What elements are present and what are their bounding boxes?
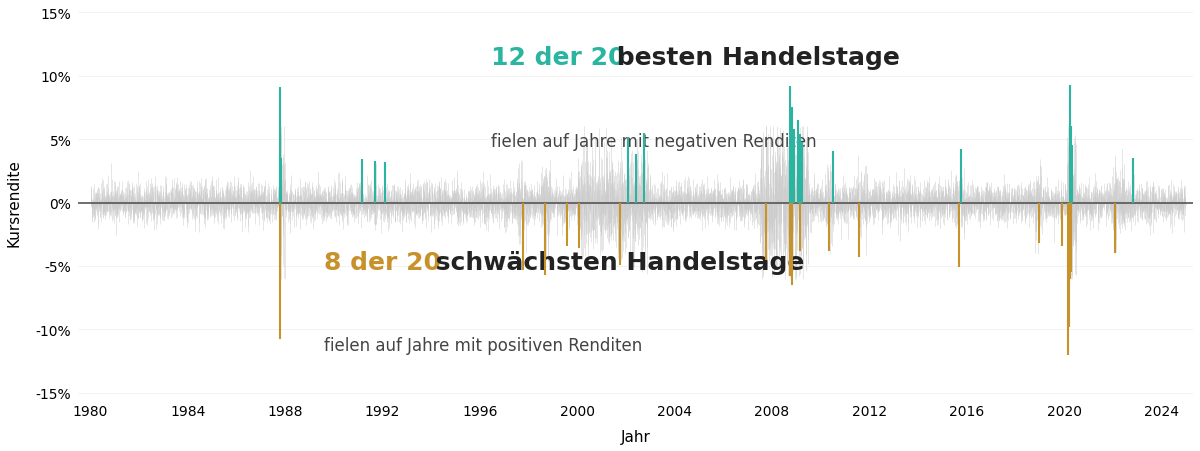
Text: besten Handelstage: besten Handelstage xyxy=(608,46,900,70)
X-axis label: Jahr: Jahr xyxy=(620,429,650,444)
Text: schwächsten Handelstage: schwächsten Handelstage xyxy=(427,250,805,274)
Text: fielen auf Jahre mit negativen Renditen: fielen auf Jahre mit negativen Renditen xyxy=(491,133,816,151)
Text: 12 der 20: 12 der 20 xyxy=(491,46,625,70)
Text: 8 der 20: 8 der 20 xyxy=(324,250,440,274)
Text: fielen auf Jahre mit positiven Renditen: fielen auf Jahre mit positiven Renditen xyxy=(324,336,642,354)
Y-axis label: Kursrendite: Kursrendite xyxy=(7,159,22,247)
